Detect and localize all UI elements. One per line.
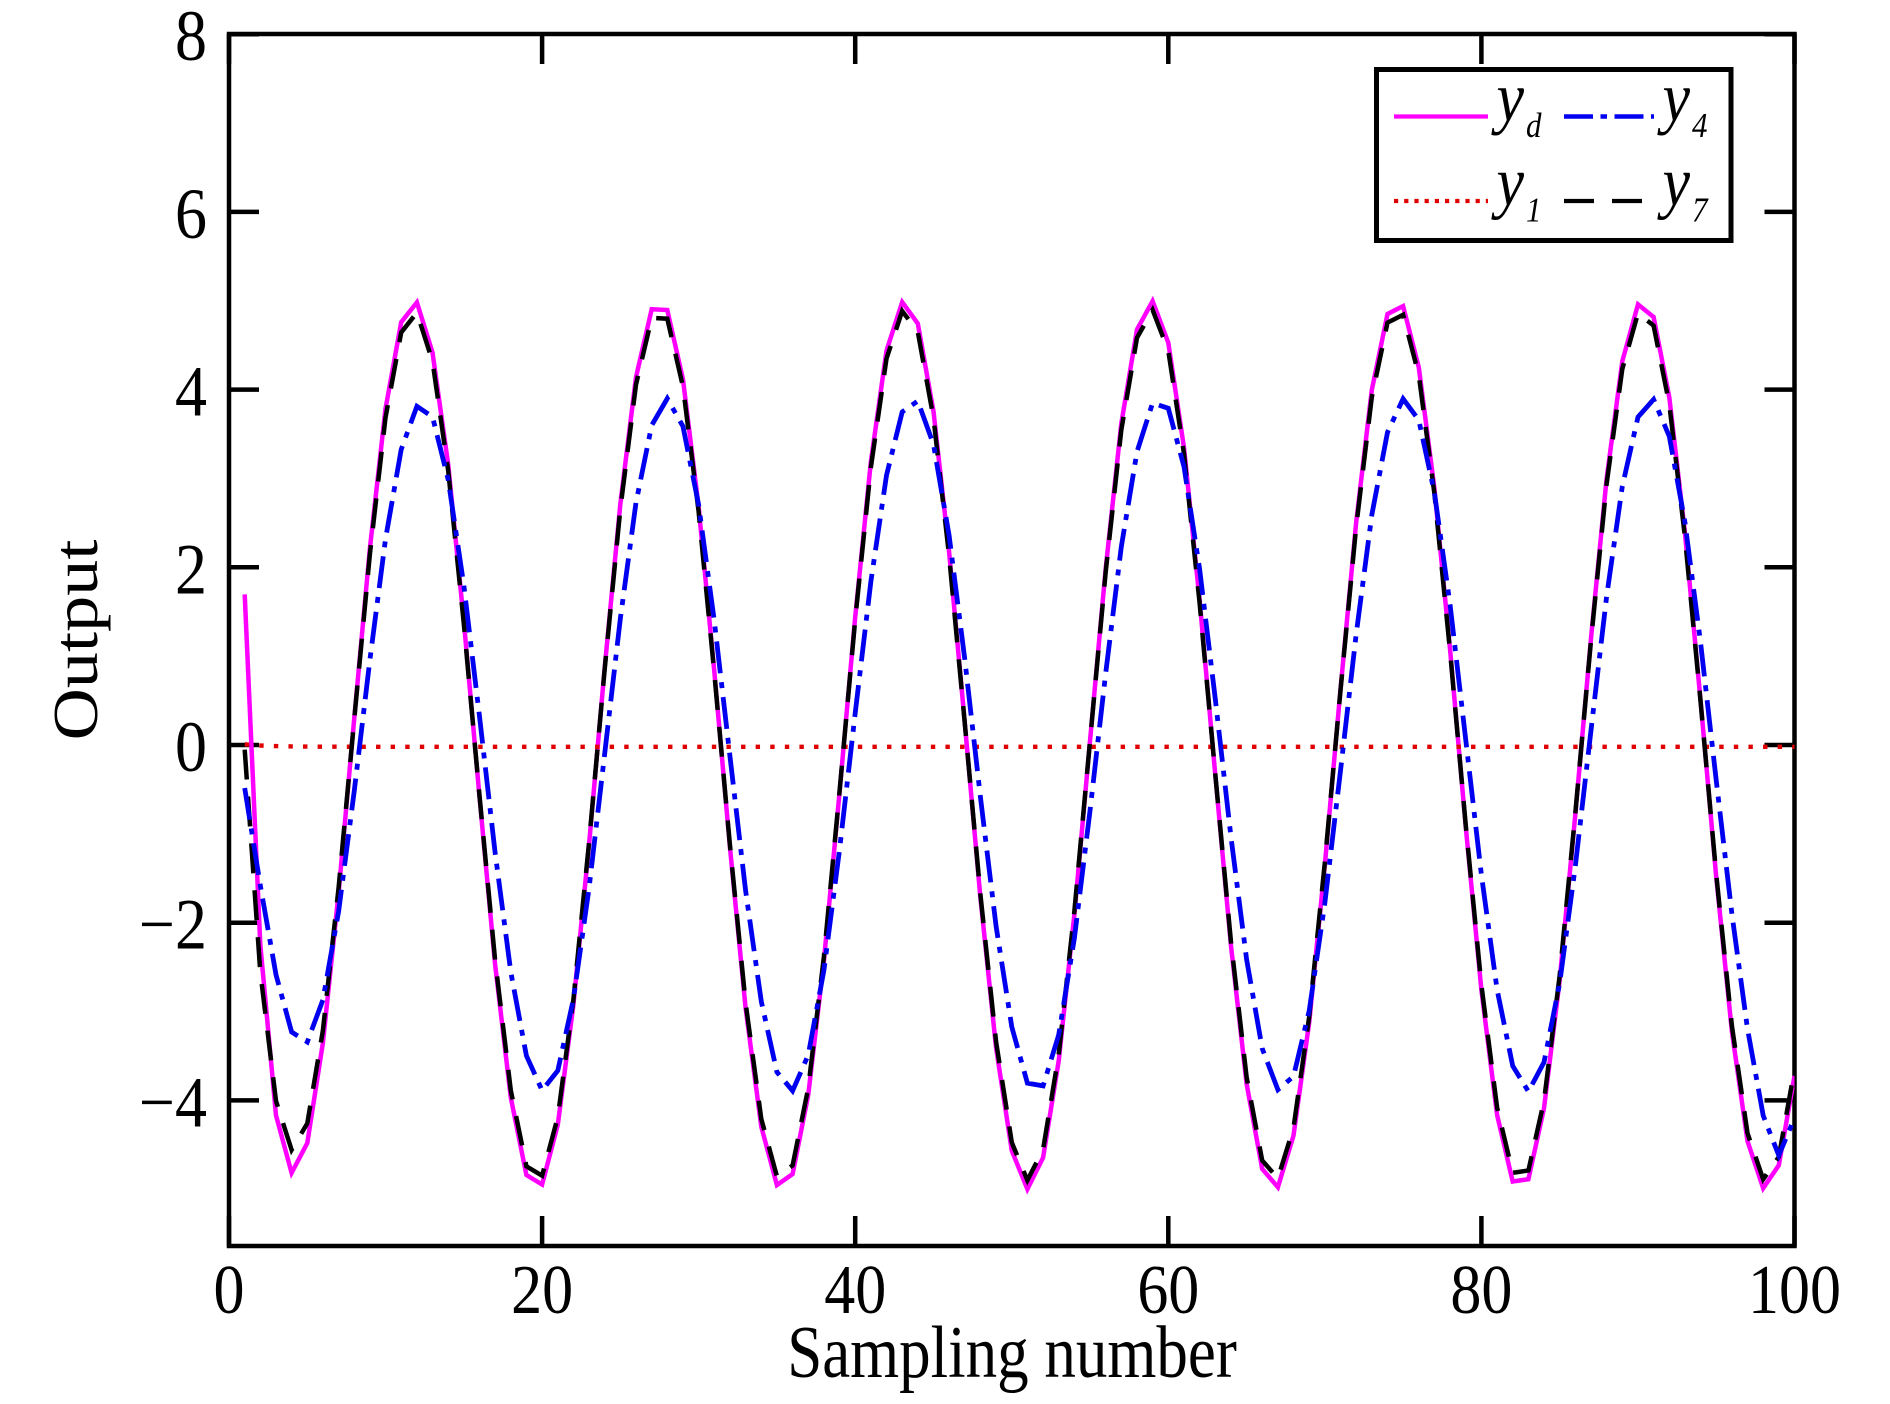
svg-text:2: 2 bbox=[175, 529, 207, 609]
svg-text:100: 100 bbox=[1748, 1252, 1841, 1329]
svg-text:−2: −2 bbox=[139, 884, 207, 964]
svg-text:20: 20 bbox=[511, 1252, 573, 1329]
svg-text:80: 80 bbox=[1450, 1252, 1512, 1329]
svg-text:0: 0 bbox=[213, 1252, 244, 1329]
svg-text:8: 8 bbox=[175, 0, 207, 76]
svg-text:Sampling number: Sampling number bbox=[787, 1311, 1237, 1393]
svg-text:60: 60 bbox=[1137, 1252, 1199, 1329]
svg-text:Output: Output bbox=[40, 540, 111, 741]
svg-text:−4: −4 bbox=[139, 1062, 207, 1142]
svg-text:0: 0 bbox=[175, 706, 207, 786]
svg-text:4: 4 bbox=[175, 351, 207, 431]
svg-text:6: 6 bbox=[175, 173, 207, 253]
svg-text:40: 40 bbox=[824, 1252, 886, 1329]
